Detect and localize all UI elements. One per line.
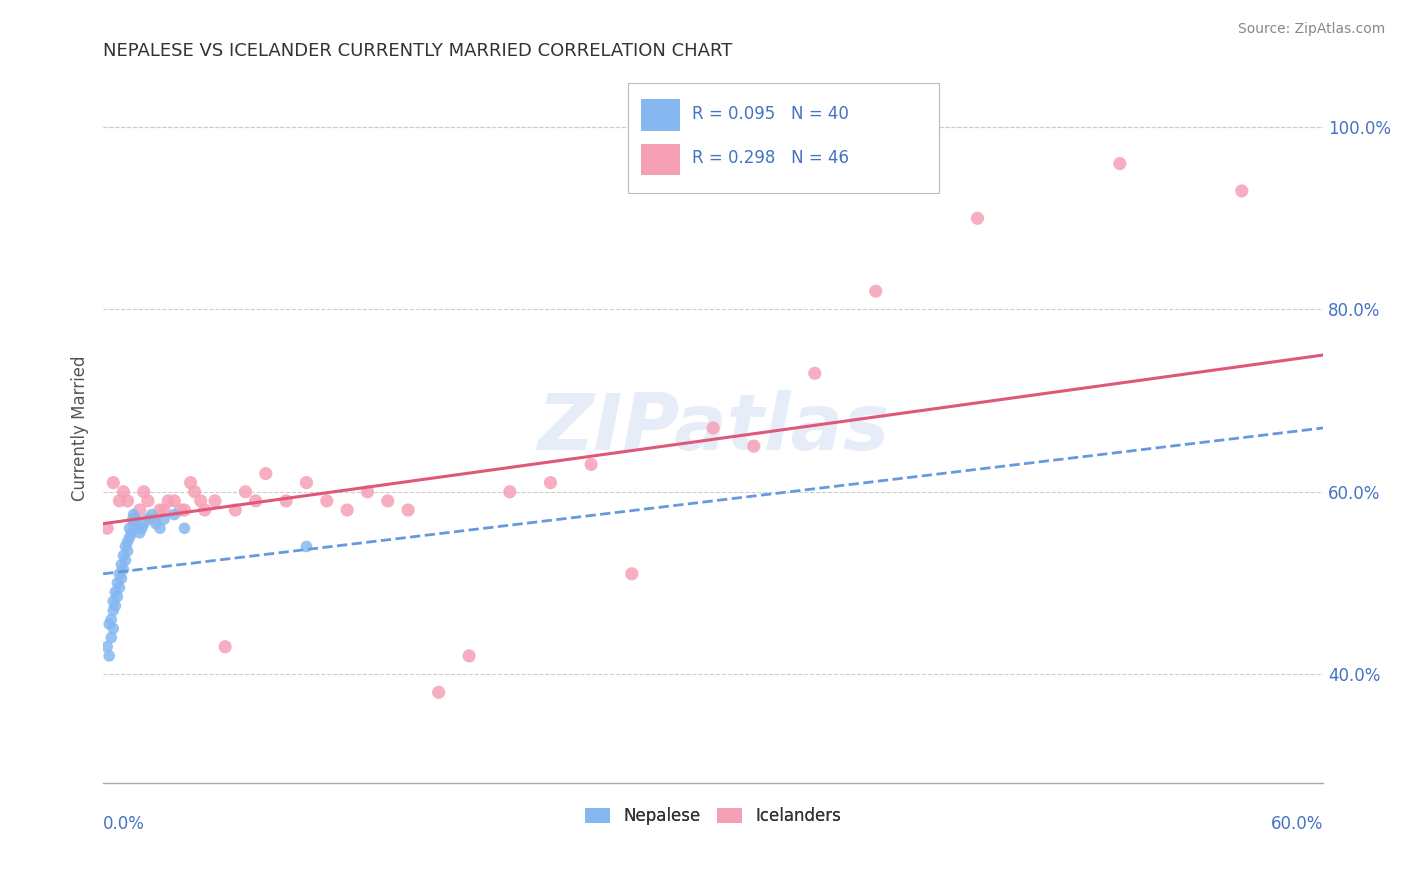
FancyBboxPatch shape (641, 144, 681, 175)
Point (117, 544, 139, 558)
Point (112, 562, 135, 576)
Point (103, 603, 125, 617)
Text: R = 0.095   N = 40: R = 0.095 N = 40 (692, 104, 849, 123)
Point (742, 439, 765, 453)
Point (108, 494, 131, 508)
Point (122, 508, 145, 522)
Point (153, 503, 176, 517)
Point (163, 494, 186, 508)
Point (108, 581, 131, 595)
Point (122, 512, 145, 526)
Point (104, 599, 127, 613)
FancyBboxPatch shape (641, 99, 681, 131)
Point (1108, 156, 1130, 170)
Point (100, 631, 122, 645)
Point (131, 521, 153, 535)
Point (702, 421, 724, 435)
Point (136, 512, 159, 526)
Point (499, 484, 522, 499)
Point (356, 484, 378, 499)
Point (336, 503, 359, 517)
Point (127, 521, 149, 535)
Point (118, 521, 141, 535)
Point (117, 494, 139, 508)
FancyBboxPatch shape (627, 83, 939, 194)
Point (103, 594, 125, 608)
Point (1230, 184, 1253, 198)
Point (396, 503, 419, 517)
Point (110, 571, 132, 585)
Point (194, 503, 217, 517)
Point (966, 211, 988, 226)
Point (157, 494, 180, 508)
Point (114, 553, 136, 567)
Point (190, 494, 212, 508)
Legend: Nepalese, Icelanders: Nepalese, Icelanders (578, 801, 848, 832)
Point (163, 508, 186, 522)
Text: Source: ZipAtlas.com: Source: ZipAtlas.com (1237, 22, 1385, 37)
Point (124, 512, 146, 526)
Point (105, 576, 128, 591)
Point (121, 525, 143, 540)
Point (224, 503, 246, 517)
Point (427, 685, 450, 699)
Point (204, 494, 226, 508)
Text: R = 0.298   N = 46: R = 0.298 N = 46 (692, 149, 849, 167)
Point (254, 467, 277, 481)
Point (98, 617, 121, 632)
Point (122, 516, 145, 531)
Point (214, 640, 236, 654)
Point (458, 648, 481, 663)
Point (117, 535, 139, 549)
Point (103, 622, 125, 636)
Point (295, 540, 318, 554)
Point (105, 590, 128, 604)
Point (235, 484, 257, 499)
Point (183, 484, 205, 499)
Point (377, 494, 399, 508)
Point (112, 484, 135, 499)
Point (149, 503, 172, 517)
Point (143, 512, 166, 526)
Point (112, 549, 135, 563)
Point (98, 648, 121, 663)
Point (128, 525, 150, 540)
Point (149, 521, 172, 535)
Point (132, 484, 155, 499)
Point (141, 508, 163, 522)
Point (136, 494, 159, 508)
Point (579, 458, 602, 472)
Text: 0.0%: 0.0% (103, 815, 145, 833)
Point (114, 540, 136, 554)
Point (180, 475, 202, 490)
Point (276, 494, 298, 508)
Point (103, 475, 125, 490)
Point (295, 475, 318, 490)
Point (118, 530, 141, 544)
Point (96, 640, 118, 654)
Point (100, 612, 122, 626)
Point (865, 284, 887, 298)
Point (110, 558, 132, 572)
Point (315, 494, 337, 508)
Point (128, 503, 150, 517)
Point (173, 503, 195, 517)
Point (153, 512, 176, 526)
Text: NEPALESE VS ICELANDER CURRENTLY MARRIED CORRELATION CHART: NEPALESE VS ICELANDER CURRENTLY MARRIED … (103, 42, 733, 60)
Text: 60.0%: 60.0% (1271, 815, 1323, 833)
Point (620, 566, 643, 581)
Point (540, 475, 562, 490)
Point (145, 516, 167, 531)
Point (804, 366, 827, 380)
Point (96, 521, 118, 535)
Point (108, 566, 131, 581)
Point (132, 516, 155, 531)
Text: ZIPatlas: ZIPatlas (537, 390, 889, 466)
Y-axis label: Currently Married: Currently Married (72, 355, 89, 500)
Point (169, 503, 191, 517)
Point (245, 494, 267, 508)
Point (104, 585, 127, 599)
Point (173, 521, 195, 535)
